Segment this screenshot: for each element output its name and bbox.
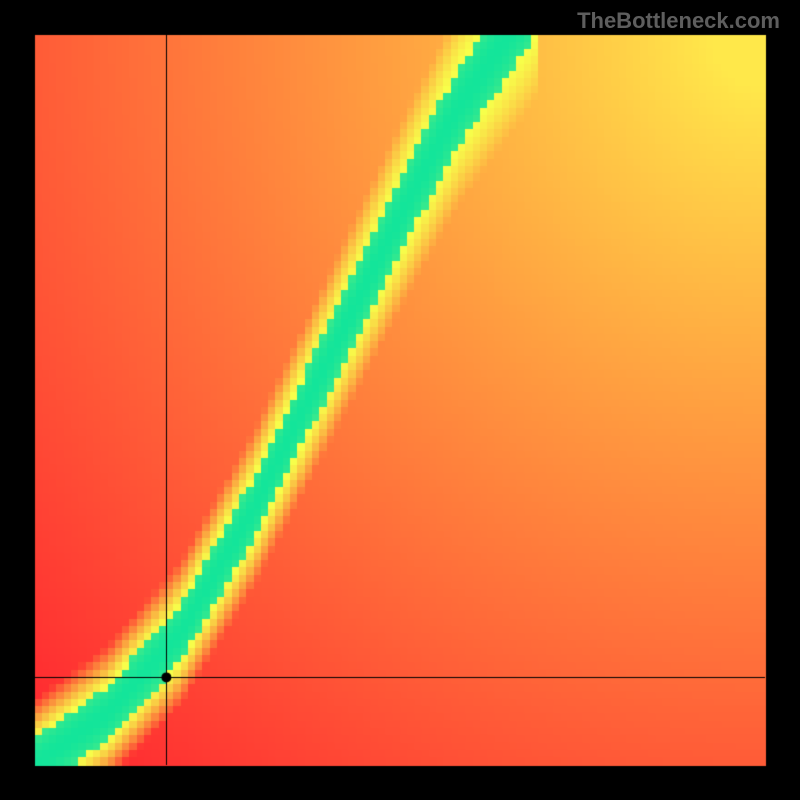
chart-container: TheBottleneck.com [0, 0, 800, 800]
watermark-text: TheBottleneck.com [577, 8, 780, 34]
bottleneck-heatmap [0, 0, 800, 800]
